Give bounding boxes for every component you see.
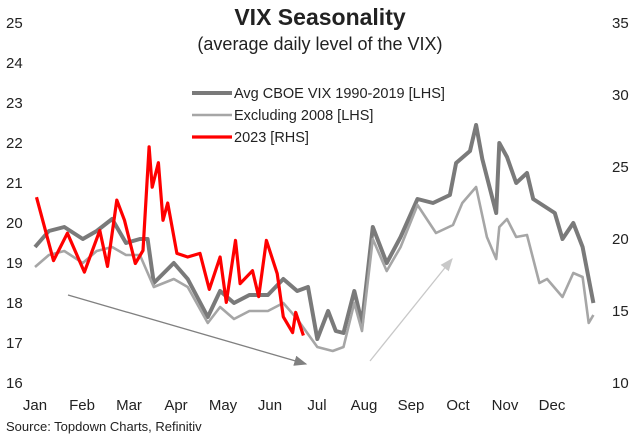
x-tick-label: Apr — [164, 397, 187, 414]
x-tick-label: Jan — [23, 397, 47, 414]
left-tick-label: 25 — [6, 15, 23, 32]
x-tick-label: Feb — [69, 397, 95, 414]
source-note: Source: Topdown Charts, Refinitiv — [6, 419, 202, 434]
left-tick-label: 21 — [6, 175, 23, 192]
legend: Avg CBOE VIX 1990-2019 [LHS] Excluding 20… — [192, 86, 445, 146]
right-tick-label: 15 — [612, 303, 629, 320]
x-tick-label: Nov — [492, 397, 519, 414]
legend-label: 2023 [RHS] — [234, 130, 309, 146]
right-tick-label: 10 — [612, 375, 629, 392]
x-axis-ticks: Jan Feb Mar Apr May Jun Jul Aug Sep Oct Nov Dec — [23, 397, 566, 414]
right-tick-label: 25 — [612, 159, 629, 176]
series-line-2 — [34, 145, 305, 337]
x-tick-label: Oct — [446, 397, 470, 414]
x-tick-label: Sep — [398, 397, 425, 414]
right-tick-label: 30 — [612, 87, 629, 104]
x-tick-label: Jul — [307, 397, 326, 414]
left-tick-label: 24 — [6, 55, 23, 72]
series-line-1 — [34, 185, 595, 353]
downtrend-arrow — [67, 294, 308, 366]
x-tick-label: Jun — [258, 397, 282, 414]
left-tick-label: 17 — [6, 335, 23, 352]
right-tick-label: 20 — [612, 231, 629, 248]
legend-label: Excluding 2008 [LHS] — [234, 108, 373, 124]
legend-label: Avg CBOE VIX 1990-2019 [LHS] — [234, 86, 445, 102]
x-tick-label: Aug — [351, 397, 378, 414]
left-tick-label: 20 — [6, 215, 23, 232]
x-tick-label: Dec — [539, 397, 566, 414]
chart-subtitle: (average daily level of the VIX) — [197, 34, 443, 54]
left-tick-label: 23 — [6, 95, 23, 112]
series-line-0 — [33, 123, 596, 341]
left-axis-ticks: 16 17 18 19 20 21 22 23 24 25 — [6, 15, 23, 392]
left-tick-label: 19 — [6, 255, 23, 272]
x-tick-label: Mar — [116, 397, 142, 414]
x-tick-label: May — [209, 397, 238, 414]
right-tick-label: 35 — [612, 15, 629, 32]
uptrend-arrow — [369, 257, 453, 362]
left-tick-label: 16 — [6, 375, 23, 392]
chart-title: VIX Seasonality — [234, 4, 406, 30]
left-tick-label: 18 — [6, 295, 23, 312]
left-tick-label: 22 — [6, 135, 23, 152]
right-axis-ticks: 10 15 20 25 30 35 — [612, 15, 629, 392]
